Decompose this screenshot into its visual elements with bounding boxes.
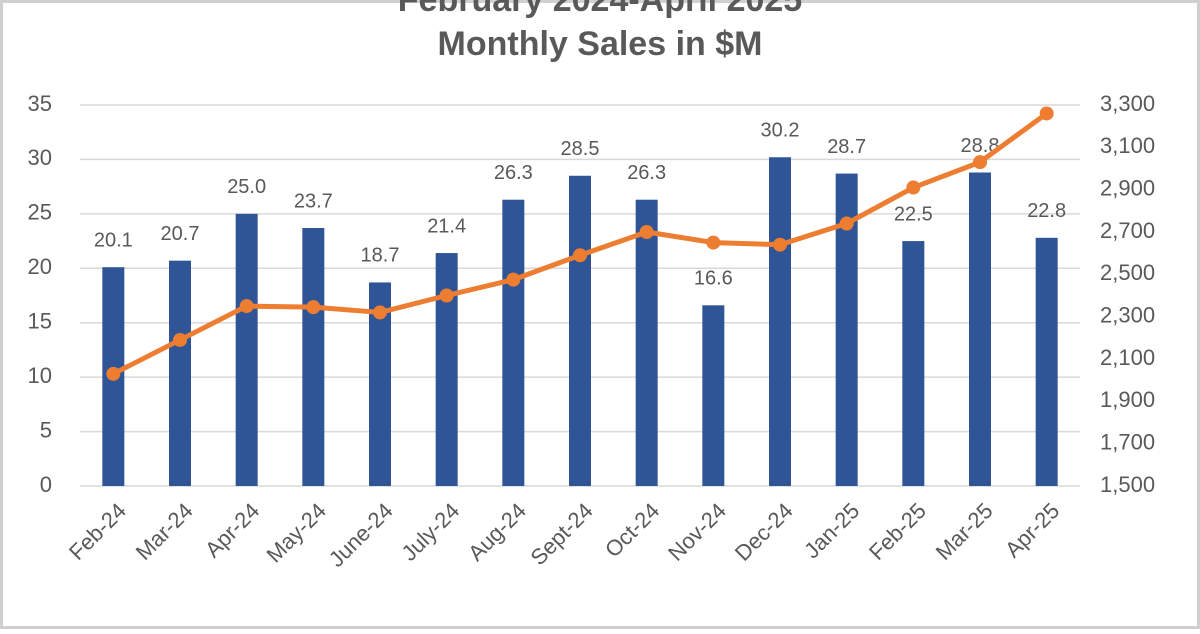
value-label: 28.7 [827, 136, 866, 158]
bar [569, 175, 591, 486]
y-tick-label: 15 [28, 309, 52, 334]
bar [435, 253, 458, 486]
y-tick-label: 20 [28, 254, 52, 279]
bar [1035, 237, 1058, 486]
y-tick-label: 0 [40, 472, 52, 497]
line-point [973, 155, 987, 170]
line-point [573, 248, 587, 263]
bar [369, 282, 391, 486]
y2-tick-label: 3,100 [1100, 133, 1155, 158]
y-tick-label: 5 [40, 417, 52, 442]
y-tick-label: 10 [28, 363, 52, 388]
line-point [439, 288, 454, 303]
value-label: 21.4 [427, 215, 466, 237]
value-label: 26.3 [494, 162, 533, 184]
line-point [839, 216, 854, 231]
line-point [173, 332, 187, 347]
line-point [906, 180, 921, 195]
bar [635, 199, 658, 486]
line-point [239, 299, 254, 314]
bar [902, 241, 925, 486]
bar [502, 199, 525, 486]
bar [969, 172, 991, 486]
chart-subtitle: Monthly Sales in $M [438, 25, 763, 63]
bar [302, 228, 325, 486]
y2-tick-label: 2,100 [1100, 345, 1155, 370]
bar [835, 173, 858, 486]
y2-tick-label: 2,900 [1100, 175, 1155, 200]
y2-tick-label: 3,300 [1100, 91, 1155, 116]
y-tick-label: 35 [28, 91, 52, 116]
bar [702, 305, 725, 486]
line-point [106, 366, 121, 381]
value-label: 28.8 [961, 135, 1000, 157]
value-label: 16.6 [694, 268, 733, 290]
value-label: 23.7 [294, 190, 333, 212]
value-label: 22.8 [1027, 200, 1066, 222]
line-point [773, 237, 787, 252]
value-label: 30.2 [761, 120, 800, 142]
y2-tick-label: 1,500 [1100, 472, 1155, 497]
y2-tick-label: 2,300 [1100, 302, 1155, 327]
value-label: 22.5 [894, 203, 933, 225]
value-label: 26.3 [627, 162, 666, 184]
bar [235, 213, 258, 486]
line-point [706, 235, 721, 250]
line-point [306, 300, 321, 315]
line-point [506, 272, 521, 287]
bar [769, 157, 791, 486]
y-tick-label: 30 [28, 145, 52, 170]
y2-tick-label: 1,700 [1100, 429, 1155, 454]
value-label: 18.7 [361, 245, 400, 267]
y-tick-label: 25 [28, 200, 52, 225]
line-point [373, 305, 387, 320]
line-point [639, 225, 654, 239]
y2-tick-label: 2,500 [1100, 260, 1155, 285]
value-label: 25.0 [227, 176, 266, 198]
y2-tick-label: 2,700 [1100, 218, 1155, 243]
bar [169, 260, 191, 486]
y2-tick-label: 1,900 [1100, 387, 1155, 412]
line-point [1039, 106, 1054, 121]
value-label: 28.5 [561, 138, 600, 160]
value-label: 20.7 [161, 223, 200, 245]
value-label: 20.1 [94, 229, 133, 251]
